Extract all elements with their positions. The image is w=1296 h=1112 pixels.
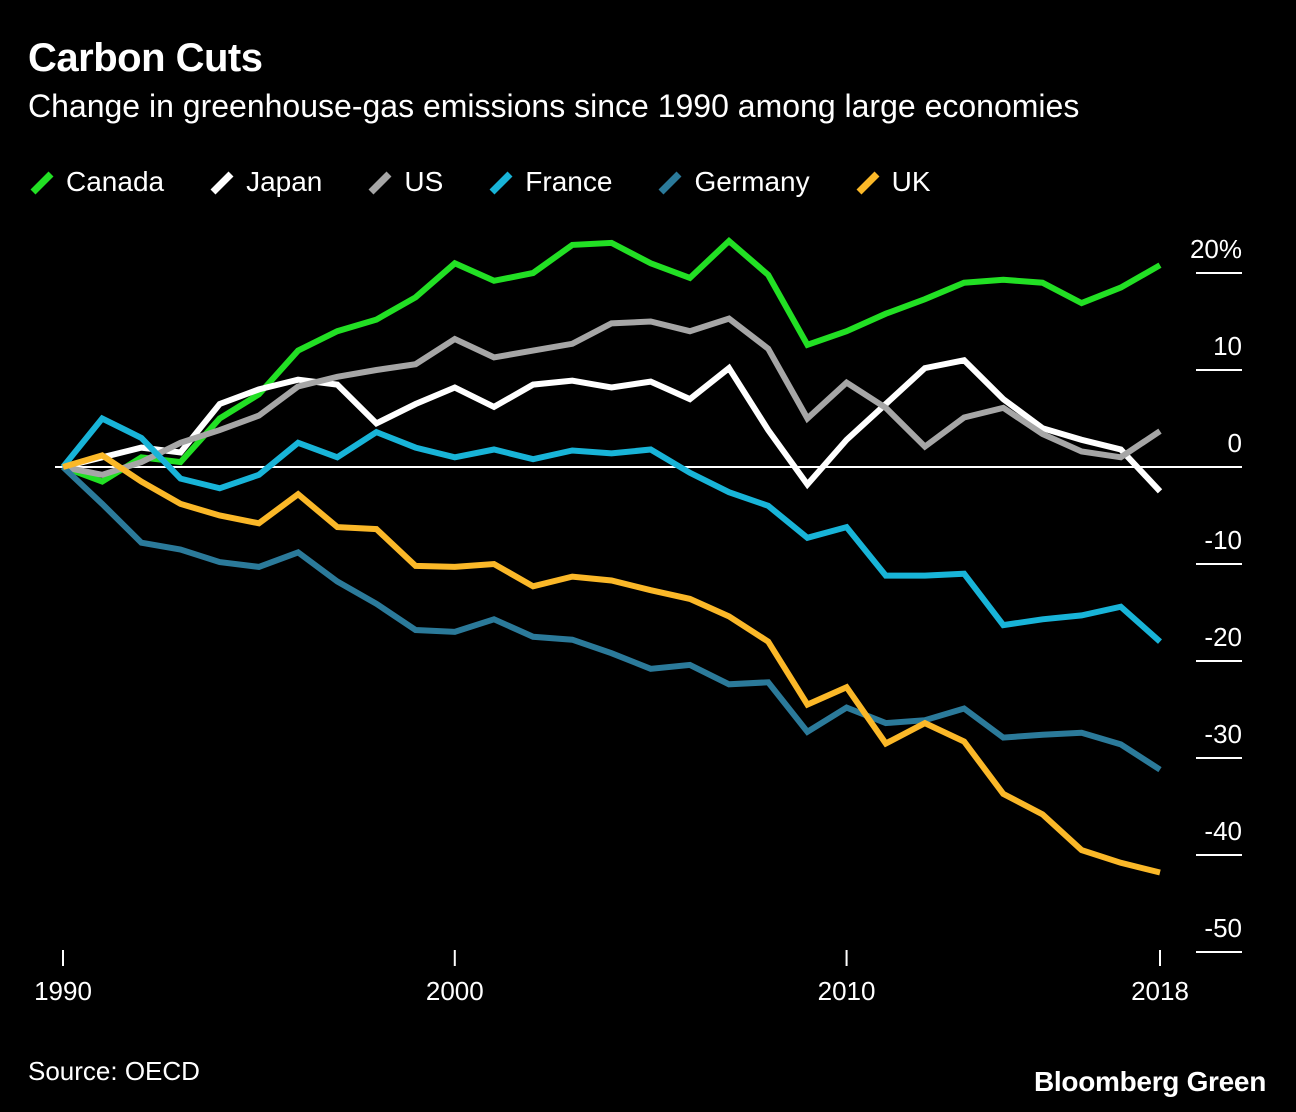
legend-label: US: [404, 166, 444, 197]
legend-item-uk: UK: [854, 166, 931, 198]
legend-swatch: [30, 171, 54, 195]
series-line-france: [60, 414, 1162, 644]
series-line-germany: [60, 464, 1162, 773]
legend-item-germany: Germany: [656, 166, 810, 198]
legend-label: Japan: [246, 166, 323, 197]
axis-layer: 20% 10 0 -10 -20 -30 -40 -50 1990 2000 2010 2018: [34, 234, 1242, 1006]
x-tick-label: 2010: [818, 976, 876, 1006]
legend-swatch: [368, 171, 392, 195]
legend-item-france: France: [487, 166, 612, 198]
x-tick-label: 2018: [1131, 976, 1189, 1006]
legend-label: France: [525, 166, 613, 197]
y-tick-label: -10: [1204, 525, 1242, 555]
chart-title: Carbon Cuts: [28, 36, 263, 80]
legend-item-canada: Canada: [28, 166, 164, 198]
source-note: Source: OECD: [28, 1056, 200, 1086]
chart-subtitle: Change in greenhouse-gas emissions since…: [28, 88, 1080, 124]
series-line-uk: [62, 452, 1161, 876]
legend-swatch: [856, 171, 880, 195]
series-line-canada: [61, 236, 1162, 485]
legend: Canada Japan US France Germany UK: [28, 164, 975, 200]
legend-item-us: US: [366, 166, 443, 198]
brand-logo: Bloomberg Green: [1034, 1066, 1266, 1097]
series-line-us: [62, 315, 1162, 478]
y-tick-label: -40: [1204, 816, 1242, 846]
legend-label: UK: [891, 166, 931, 197]
legend-item-japan: Japan: [208, 166, 322, 198]
legend-label: Canada: [66, 166, 165, 197]
series-line-japan: [62, 357, 1163, 494]
y-tick-label: 20%: [1190, 234, 1242, 264]
y-tick-label: 0: [1228, 428, 1242, 458]
legend-label: Germany: [694, 166, 810, 197]
legend-swatch: [489, 171, 513, 195]
x-tick-label: 2000: [426, 976, 484, 1006]
x-tick-label: 1990: [34, 976, 92, 1006]
y-tick-label: 10: [1213, 331, 1242, 361]
y-tick-label: -20: [1204, 622, 1242, 652]
series-layer: [60, 236, 1163, 876]
y-tick-label: -30: [1204, 719, 1242, 749]
legend-swatch: [210, 171, 234, 195]
y-tick-label: -50: [1204, 913, 1242, 943]
legend-swatch: [658, 171, 682, 195]
